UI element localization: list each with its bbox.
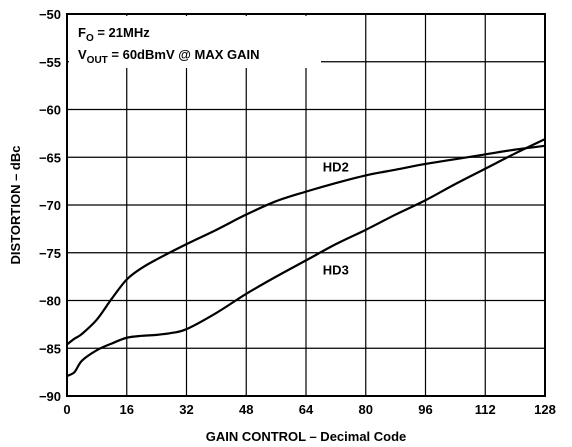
vout-rest: = 60dBmV @ MAX GAIN <box>108 47 260 62</box>
fo-main: F <box>78 25 86 40</box>
x-tick-label: 80 <box>359 402 373 417</box>
fo-rest: = 21MHz <box>94 25 150 40</box>
x-axis-label: GAIN CONTROL – Decimal Code <box>206 429 407 444</box>
grid <box>67 14 545 396</box>
y-tick-label: −65 <box>39 150 61 165</box>
x-tick-label: 16 <box>120 402 134 417</box>
vout-sub: OUT <box>87 55 108 66</box>
x-tick-label: 48 <box>239 402 253 417</box>
x-tick-label: 112 <box>475 402 496 417</box>
annotation-fo: FO = 21MHz <box>78 25 150 44</box>
y-tick-label: −55 <box>39 55 61 70</box>
y-tick-label: −85 <box>39 341 61 356</box>
vout-main: V <box>78 47 87 62</box>
curve-hd3 <box>66 138 546 377</box>
annotation-vout: VOUT = 60dBmV @ MAX GAIN <box>78 47 260 66</box>
y-tick-label: −75 <box>39 246 61 261</box>
y-tick-label: −80 <box>39 294 61 309</box>
curves <box>66 138 546 377</box>
y-axis-label: DISTORTION – dBc <box>8 146 23 265</box>
curve-label-hd2: HD2 <box>323 160 349 175</box>
x-tick-label: 32 <box>179 402 193 417</box>
y-tick-label: −60 <box>39 103 61 118</box>
x-tick-label: 96 <box>418 402 432 417</box>
x-tick-label: 64 <box>299 402 314 417</box>
fo-sub: O <box>86 33 94 44</box>
x-tick-label: 0 <box>63 402 70 417</box>
plot-frame <box>66 13 546 397</box>
curve-label-hd3: HD3 <box>323 263 349 278</box>
y-tick-label: −90 <box>39 389 61 404</box>
y-tick-label: −50 <box>39 7 61 22</box>
curve-labels: HD2 HD3 <box>323 160 349 278</box>
annotation-background <box>69 16 321 68</box>
y-tick-label: −70 <box>39 198 61 213</box>
tick-labels: 0 16 32 48 64 80 96 112 128 −90 −85 −80 −75 −70 −65 −60… <box>39 7 556 417</box>
x-tick-label: 128 <box>534 402 556 417</box>
curve-hd2 <box>66 144 546 346</box>
